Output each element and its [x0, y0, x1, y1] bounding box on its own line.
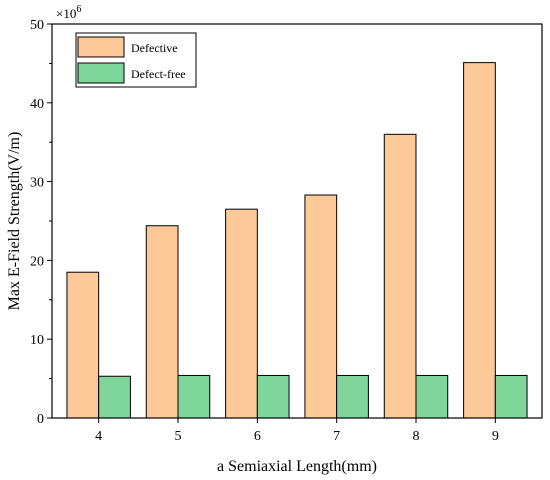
x-tick-label: 6 — [254, 429, 261, 444]
y-tick-label: 20 — [30, 254, 44, 269]
bar-defect-free-5 — [177, 374, 211, 419]
bar-defect-free-6 — [256, 374, 290, 419]
bar-defective-8 — [383, 133, 417, 419]
x-axis-title: a Semiaxial Length(mm) — [217, 458, 377, 475]
x-ticks: 4 5 6 7 8 9 — [95, 418, 499, 444]
bar-defective-9 — [463, 62, 496, 419]
bar-defective-4 — [66, 271, 100, 419]
bar-defect-free-9 — [494, 374, 528, 419]
legend-swatch-defective — [77, 36, 125, 58]
legend-swatch-defect-free — [77, 62, 125, 84]
bars-layer — [66, 62, 528, 419]
x-tick-label: 5 — [175, 429, 182, 444]
x-tick-label: 8 — [413, 429, 420, 444]
bar-defect-free-4 — [98, 375, 131, 419]
y-axis-multiplier: ×106 — [56, 4, 81, 21]
y-tick-label: 40 — [30, 97, 44, 112]
x-tick-label: 4 — [95, 429, 102, 444]
y-multiplier-base: ×10 — [56, 6, 76, 21]
x-tick-label: 9 — [492, 429, 499, 444]
bar-defective-6 — [225, 208, 258, 419]
y-multiplier-exponent: 6 — [76, 4, 81, 15]
y-tick-label: 10 — [30, 333, 44, 348]
legend-label-defect-free: Defect-free — [131, 67, 186, 81]
legend: Defective Defect-free — [75, 32, 197, 88]
x-tick-label: 7 — [333, 429, 340, 444]
y-tick-label: 30 — [30, 176, 44, 191]
bar-defective-5 — [145, 225, 179, 419]
bar-defect-free-8 — [415, 374, 449, 419]
y-axis-title: Max E-Field Strength(V/m) — [6, 132, 23, 311]
legend-label-defective: Defective — [131, 41, 178, 55]
y-tick-label: 50 — [30, 18, 44, 33]
y-ticks: 0 10 20 30 40 50 — [30, 18, 52, 427]
y-tick-label: 0 — [37, 412, 44, 427]
bar-defective-7 — [304, 194, 338, 419]
bar-defect-free-7 — [336, 374, 369, 419]
